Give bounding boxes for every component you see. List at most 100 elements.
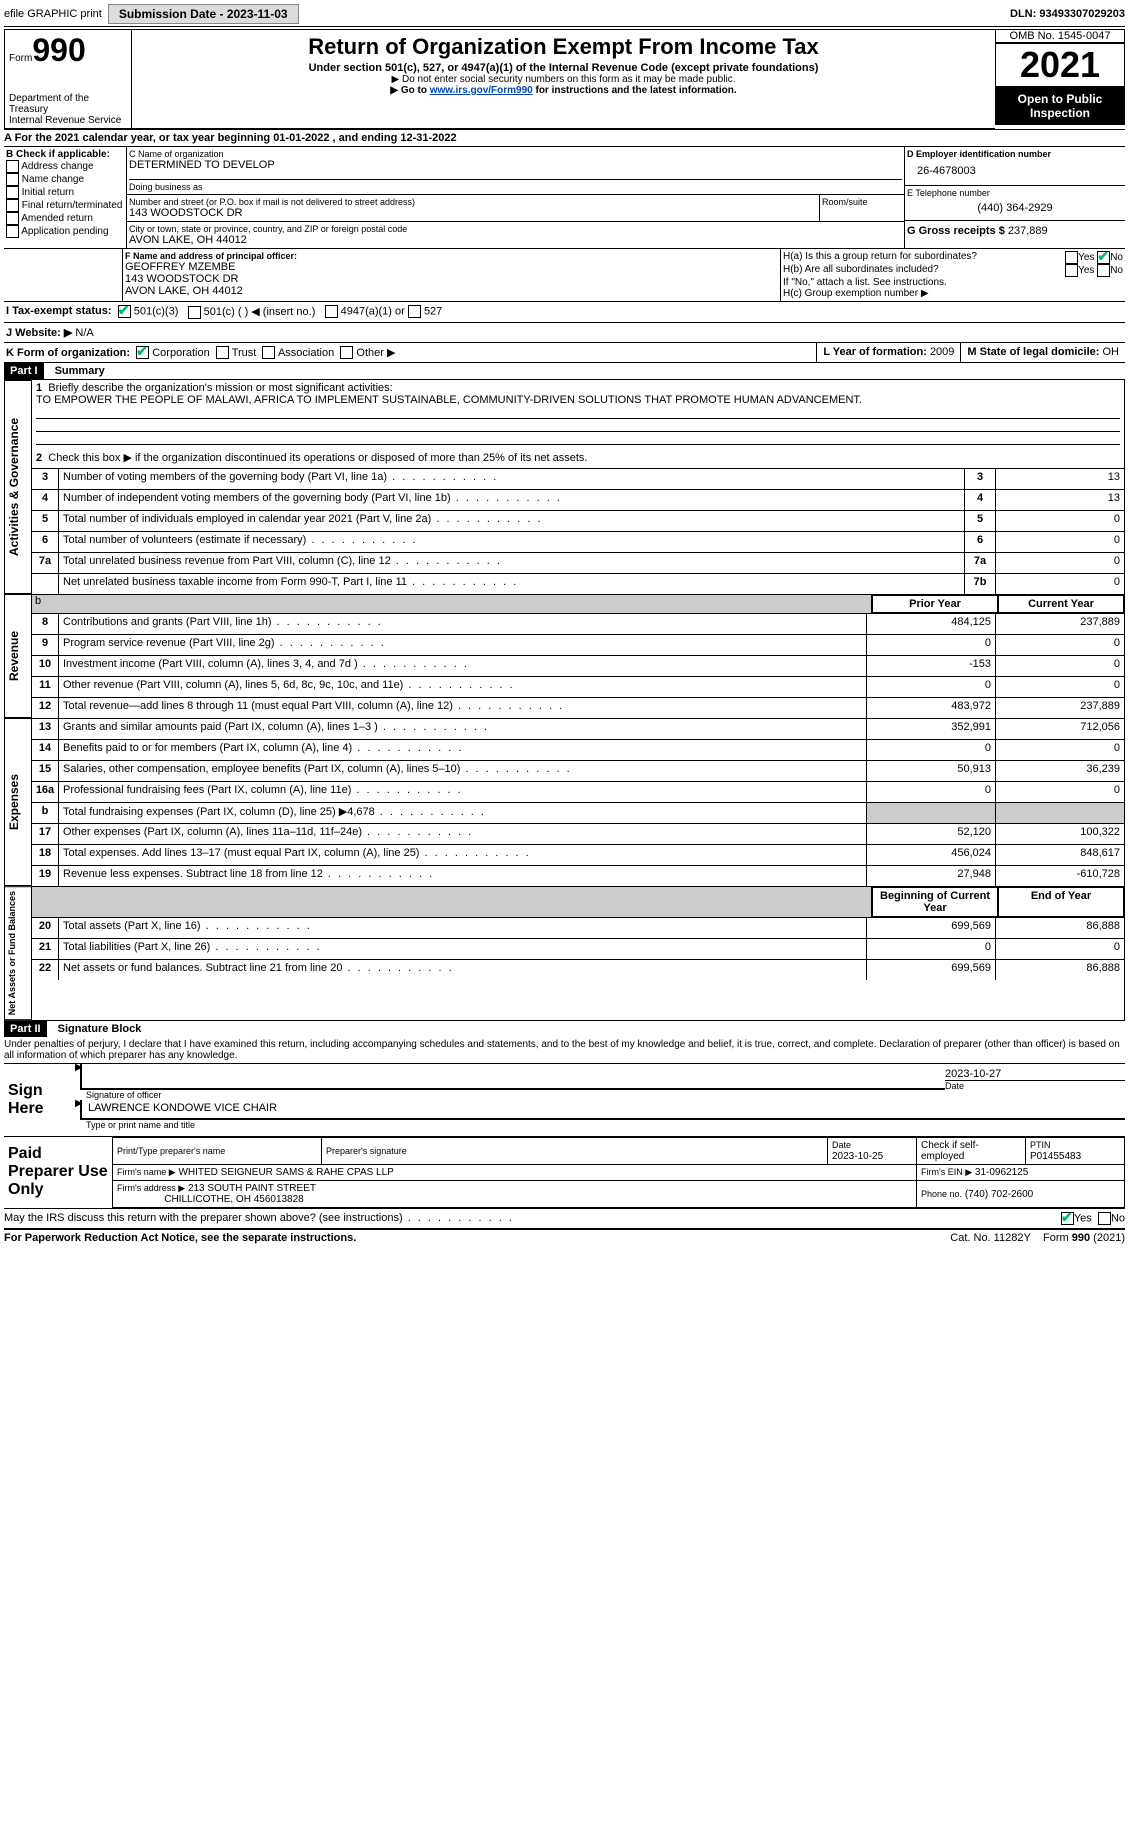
form-number: 990 — [32, 32, 85, 68]
firm-phone: (740) 702-2600 — [965, 1189, 1033, 1200]
tax-year: 2021 — [995, 43, 1125, 87]
paid-preparer-label: Paid Preparer Use Only — [4, 1137, 112, 1208]
omb-number: OMB No. 1545-0047 — [995, 29, 1125, 43]
street: 143 WOODSTOCK DR — [129, 207, 817, 219]
i-527[interactable]: 527 — [408, 305, 442, 319]
k-assoc[interactable]: Association — [262, 347, 334, 359]
signature-label: Signature of officer — [86, 1090, 945, 1100]
submission-button[interactable]: Submission Date - 2023-11-03 — [108, 4, 299, 24]
side-expenses: Expenses — [5, 718, 32, 886]
officer-label: F Name and address of principal officer: — [125, 251, 778, 261]
paid-preparer-block: Paid Preparer Use Only Print/Type prepar… — [4, 1137, 1125, 1209]
k-trust[interactable]: Trust — [216, 347, 257, 359]
discuss-question: May the IRS discuss this return with the… — [4, 1212, 1061, 1225]
discuss-no[interactable]: No — [1098, 1212, 1125, 1225]
expense-line-13: 13Grants and similar amounts paid (Part … — [32, 718, 1124, 739]
sign-date: 2023-10-27 — [945, 1068, 1125, 1081]
gross-receipts: 237,889 — [1008, 225, 1048, 237]
phone-label: E Telephone number — [907, 188, 1123, 198]
netassets-section: Net Assets or Fund Balances Beginning of… — [4, 886, 1125, 1021]
mission-label: Briefly describe the organization's miss… — [48, 382, 392, 394]
prep-date: 2023-10-25 — [832, 1151, 883, 1162]
ha-label: H(a) Is this a group return for subordin… — [783, 251, 1065, 264]
summary-line-3: 3Number of voting members of the governi… — [32, 468, 1124, 489]
part1-bar: Part I — [4, 363, 44, 379]
line-2: 2 Check this box ▶ if the organization d… — [32, 447, 1124, 468]
b-final[interactable]: Final return/terminated — [6, 199, 124, 212]
hb-label: H(b) Are all subordinates included? — [783, 264, 1065, 277]
expense-line-17: 17Other expenses (Part IX, column (A), l… — [32, 823, 1124, 844]
part2-bar: Part II — [4, 1021, 47, 1037]
mission-text: TO EMPOWER THE PEOPLE OF MALAWI, AFRICA … — [36, 394, 862, 406]
i-501c[interactable]: 501(c) ( ) ◀ (insert no.) — [188, 305, 316, 319]
discuss-yes[interactable]: Yes — [1061, 1212, 1092, 1225]
line-j: J Website: ▶ N/A — [4, 322, 1125, 342]
hb-yes[interactable]: Yes — [1065, 264, 1094, 277]
website: N/A — [72, 327, 93, 339]
ein: 26-4678003 — [907, 159, 1123, 183]
ptin-label: PTIN — [1030, 1140, 1051, 1150]
revenue-line-8: 8Contributions and grants (Part VIII, li… — [32, 613, 1124, 634]
section-c: C Name of organization DETERMINED TO DEV… — [127, 147, 904, 248]
section-b: B Check if applicable: Address change Na… — [4, 147, 127, 248]
hdr-prior: Prior Year — [872, 595, 998, 613]
signer-name-label: Type or print name and title — [86, 1120, 1125, 1130]
i-501c3[interactable]: 501(c)(3) — [118, 305, 179, 319]
prep-sig-label: Preparer's signature — [326, 1146, 407, 1156]
k-label: K Form of organization: — [6, 347, 130, 359]
subtitle-2: ▶ Do not enter social security numbers o… — [134, 74, 993, 85]
self-employed[interactable]: Check if self-employed — [921, 1140, 979, 1162]
b-name-change[interactable]: Name change — [6, 173, 124, 186]
b-pending[interactable]: Application pending — [6, 225, 124, 238]
room-label: Room/suite — [819, 195, 904, 221]
form-title: Return of Organization Exempt From Incom… — [134, 34, 993, 60]
firm-ein-label: Firm's EIN ▶ — [921, 1167, 972, 1177]
summary-line-7b: Net unrelated business taxable income fr… — [32, 573, 1124, 594]
open-to-public: Open to PublicInspection — [995, 87, 1125, 125]
efile-label: efile GRAPHIC print — [4, 8, 102, 20]
header-block: B Check if applicable: Address change Na… — [4, 146, 1125, 248]
year-formation: 2009 — [930, 346, 954, 358]
firm-addr2: CHILLICOTHE, OH 456013828 — [164, 1194, 304, 1205]
b-initial[interactable]: Initial return — [6, 186, 124, 199]
k-other[interactable]: Other ▶ — [340, 347, 395, 359]
revenue-line-9: 9Program service revenue (Part VIII, lin… — [32, 634, 1124, 655]
ptin: P01455483 — [1030, 1151, 1081, 1162]
summary-line-5: 5Total number of individuals employed in… — [32, 510, 1124, 531]
dba-label: Doing business as — [129, 179, 902, 192]
b-addr-change[interactable]: Address change — [6, 160, 124, 173]
revenue-line-11: 11Other revenue (Part VIII, column (A), … — [32, 676, 1124, 697]
ha-yes[interactable]: Yes — [1065, 251, 1094, 264]
title-box: Return of Organization Exempt From Incom… — [132, 29, 995, 129]
firm-addr1: 213 SOUTH PAINT STREET — [188, 1183, 316, 1194]
subtitle-3: ▶ Go to www.irs.gov/Form990 for instruct… — [134, 85, 993, 96]
revenue-line-12: 12Total revenue—add lines 8 through 11 (… — [32, 697, 1124, 718]
ha-no[interactable]: No — [1097, 251, 1123, 264]
hc-label: H(c) Group exemption number ▶ — [783, 288, 1123, 299]
signer-name: LAWRENCE KONDOWE VICE CHAIR — [88, 1102, 277, 1114]
city: AVON LAKE, OH 44012 — [129, 234, 902, 246]
subtitle-1: Under section 501(c), 527, or 4947(a)(1)… — [134, 62, 993, 74]
b-amended[interactable]: Amended return — [6, 212, 124, 225]
perjury-declaration: Under penalties of perjury, I declare th… — [4, 1037, 1125, 1064]
part1-title: Summary — [47, 365, 105, 377]
k-corp[interactable]: Corporation — [136, 347, 210, 359]
fh-row: F Name and address of principal officer:… — [4, 248, 1125, 301]
b-label: B Check if applicable: — [6, 149, 124, 160]
expense-line-18: 18Total expenses. Add lines 13–17 (must … — [32, 844, 1124, 865]
city-label: City or town, state or province, country… — [129, 224, 902, 234]
right-header-stack: OMB No. 1545-0047 2021 Open to PublicIns… — [995, 29, 1125, 129]
discuss-row: May the IRS discuss this return with the… — [4, 1209, 1125, 1230]
i-4947[interactable]: 4947(a)(1) or — [325, 305, 405, 319]
firm-label: Firm's name ▶ — [117, 1167, 176, 1177]
revenue-line-10: 10Investment income (Part VIII, column (… — [32, 655, 1124, 676]
hb-no[interactable]: No — [1097, 264, 1123, 277]
firm-phone-label: Phone no. — [921, 1189, 962, 1199]
section-h: H(a) Is this a group return for subordin… — [780, 249, 1125, 301]
part2-header: Part II Signature Block — [4, 1021, 1125, 1037]
expense-line-14: 14Benefits paid to or for members (Part … — [32, 739, 1124, 760]
irs-link[interactable]: www.irs.gov/Form990 — [430, 85, 533, 96]
gross-label: G Gross receipts $ — [907, 225, 1005, 237]
sign-here-label: Sign Here — [4, 1064, 72, 1136]
line-1: 1 Briefly describe the organization's mi… — [32, 380, 1124, 447]
